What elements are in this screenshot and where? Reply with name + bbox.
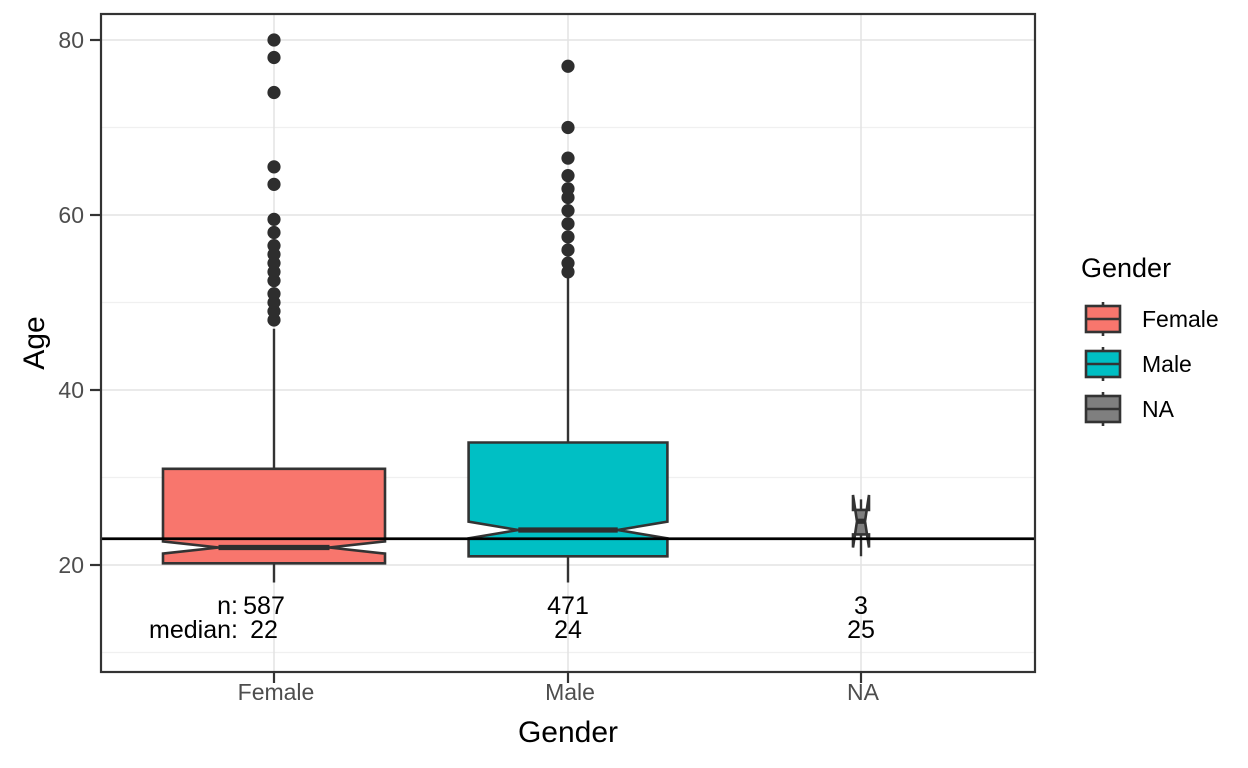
- outlier-point: [561, 230, 575, 244]
- outlier-point: [561, 256, 575, 270]
- outlier-point: [267, 177, 281, 191]
- y-tick-label: 60: [58, 202, 84, 228]
- boxplot-na: [851, 494, 871, 557]
- n-value: 3: [854, 592, 868, 620]
- median-value: 22: [250, 616, 278, 644]
- outlier-point: [267, 225, 281, 240]
- outlier-point: [561, 151, 575, 165]
- y-axis-title: Age: [18, 316, 51, 369]
- legend: Gender Female Male NA: [1081, 253, 1219, 426]
- outlier-point: [267, 33, 281, 47]
- outlier-point: [561, 59, 575, 73]
- y-axis: 20 40 60 80: [58, 27, 101, 578]
- median-value: 24: [554, 616, 582, 644]
- outlier-point: [267, 160, 281, 174]
- legend-item-label: Female: [1142, 306, 1219, 332]
- outlier-point: [561, 182, 575, 196]
- boxplot-male: [467, 59, 669, 583]
- outlier-point: [561, 169, 575, 183]
- y-tick-label: 40: [58, 377, 84, 403]
- legend-item-label: Male: [1142, 351, 1192, 377]
- outlier-point: [267, 239, 281, 253]
- median-value: 25: [847, 616, 875, 644]
- n-value: 587: [243, 592, 285, 620]
- y-tick-label: 20: [58, 552, 84, 578]
- outlier-point: [561, 217, 575, 231]
- y-tick-label: 80: [58, 27, 84, 53]
- x-tick-label: Male: [545, 679, 595, 705]
- outlier-point: [267, 50, 281, 65]
- x-axis-title: Gender: [518, 716, 618, 749]
- outlier-point: [561, 204, 575, 218]
- x-tick-label: Female: [238, 679, 315, 705]
- outlier-point: [267, 212, 281, 226]
- legend-title: Gender: [1081, 253, 1171, 283]
- outlier-point: [561, 120, 575, 135]
- legend-item-label: NA: [1142, 396, 1175, 422]
- x-tick-label: NA: [847, 679, 880, 705]
- x-axis: Female Male NA: [238, 672, 880, 705]
- outlier-point: [267, 287, 281, 301]
- legend-item-female: Female: [1084, 302, 1219, 336]
- legend-item-male: Male: [1084, 347, 1192, 381]
- legend-item-na: NA: [1084, 392, 1175, 426]
- outlier-point: [561, 243, 575, 257]
- median-row-label: median:: [149, 616, 238, 644]
- n-row-label: n:: [217, 592, 238, 620]
- n-value: 471: [547, 592, 589, 620]
- outlier-point: [267, 85, 281, 100]
